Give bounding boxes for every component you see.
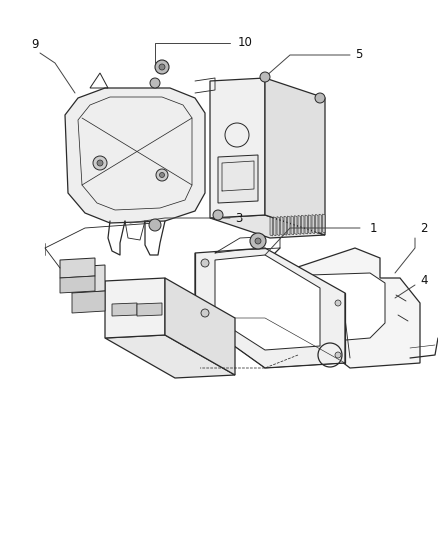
Polygon shape (291, 216, 293, 235)
Circle shape (255, 238, 261, 244)
Circle shape (201, 309, 209, 317)
Circle shape (335, 300, 341, 306)
Polygon shape (305, 215, 307, 234)
Polygon shape (60, 276, 95, 293)
Circle shape (213, 210, 223, 220)
Polygon shape (265, 78, 325, 235)
Polygon shape (105, 335, 235, 378)
Polygon shape (165, 278, 235, 375)
Circle shape (155, 60, 169, 74)
Circle shape (97, 160, 103, 166)
Text: 2: 2 (420, 222, 427, 235)
Polygon shape (287, 216, 290, 235)
Polygon shape (277, 216, 279, 236)
Text: 5: 5 (355, 49, 362, 61)
Circle shape (335, 352, 341, 358)
Polygon shape (265, 248, 420, 368)
Polygon shape (72, 265, 105, 293)
Polygon shape (195, 248, 345, 368)
Text: 10: 10 (238, 36, 253, 50)
Polygon shape (301, 215, 304, 234)
Circle shape (201, 259, 209, 267)
Polygon shape (322, 214, 325, 233)
Polygon shape (210, 78, 265, 218)
Polygon shape (72, 291, 105, 313)
Polygon shape (315, 214, 318, 233)
Polygon shape (270, 217, 272, 236)
Text: 4: 4 (420, 274, 427, 287)
Polygon shape (137, 303, 162, 316)
Polygon shape (218, 155, 258, 203)
Polygon shape (284, 216, 286, 235)
Circle shape (159, 173, 165, 177)
Polygon shape (273, 217, 276, 236)
Polygon shape (285, 273, 385, 343)
Circle shape (93, 156, 107, 170)
Circle shape (156, 169, 168, 181)
Polygon shape (65, 88, 205, 223)
Polygon shape (210, 215, 325, 238)
Polygon shape (308, 215, 311, 234)
Text: 9: 9 (31, 38, 39, 52)
Polygon shape (298, 215, 300, 235)
Circle shape (260, 72, 270, 82)
Text: 3: 3 (235, 212, 242, 224)
Polygon shape (60, 258, 95, 278)
Circle shape (149, 219, 161, 231)
Circle shape (159, 64, 165, 70)
Circle shape (250, 233, 266, 249)
Polygon shape (105, 278, 165, 338)
Circle shape (315, 93, 325, 103)
Polygon shape (312, 215, 314, 233)
Text: 1: 1 (370, 222, 378, 235)
Circle shape (150, 78, 160, 88)
Polygon shape (319, 214, 321, 233)
Polygon shape (280, 216, 283, 236)
Polygon shape (215, 255, 320, 350)
Polygon shape (294, 216, 297, 235)
Polygon shape (112, 303, 137, 316)
